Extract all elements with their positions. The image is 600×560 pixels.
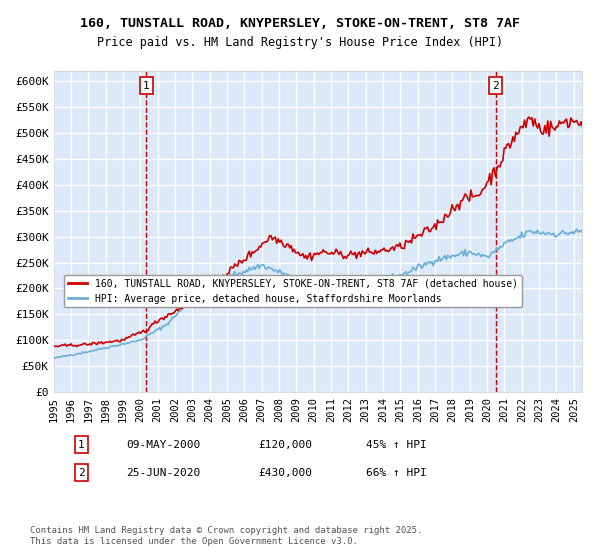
Text: Price paid vs. HM Land Registry's House Price Index (HPI): Price paid vs. HM Land Registry's House …: [97, 36, 503, 49]
Text: £120,000: £120,000: [258, 440, 312, 450]
Text: 1: 1: [78, 440, 85, 450]
Text: 66% ↑ HPI: 66% ↑ HPI: [366, 468, 427, 478]
Text: £430,000: £430,000: [258, 468, 312, 478]
Text: 09-MAY-2000: 09-MAY-2000: [126, 440, 200, 450]
Text: Contains HM Land Registry data © Crown copyright and database right 2025.
This d: Contains HM Land Registry data © Crown c…: [30, 526, 422, 546]
Text: 25-JUN-2020: 25-JUN-2020: [126, 468, 200, 478]
Text: 2: 2: [78, 468, 85, 478]
Legend: 160, TUNSTALL ROAD, KNYPERSLEY, STOKE-ON-TRENT, ST8 7AF (detached house), HPI: A: 160, TUNSTALL ROAD, KNYPERSLEY, STOKE-ON…: [64, 275, 522, 307]
Text: 160, TUNSTALL ROAD, KNYPERSLEY, STOKE-ON-TRENT, ST8 7AF: 160, TUNSTALL ROAD, KNYPERSLEY, STOKE-ON…: [80, 17, 520, 30]
Text: 2: 2: [493, 81, 499, 91]
Text: 45% ↑ HPI: 45% ↑ HPI: [366, 440, 427, 450]
Text: 1: 1: [143, 81, 150, 91]
